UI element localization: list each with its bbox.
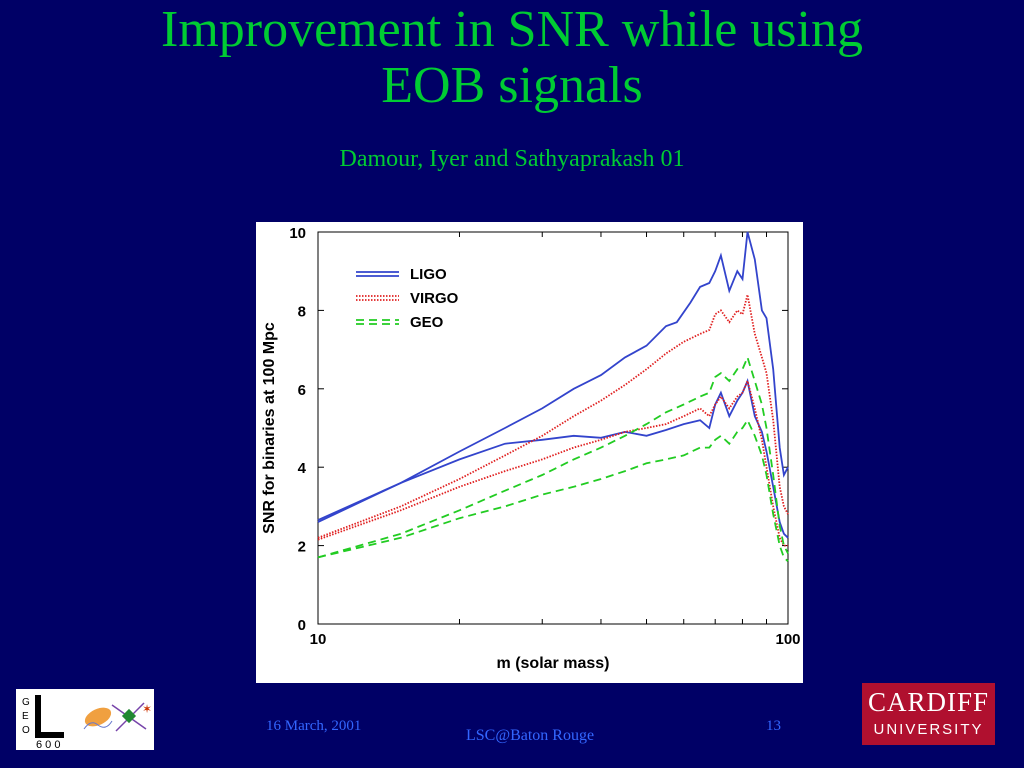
slide-subtitle: Damour, Iyer and Sathyaprakash 01 [339, 146, 685, 172]
legend-label-virgo: VIRGO [410, 290, 459, 307]
series-line-geo-4 [317, 354, 789, 559]
geo600-logo: G E O 6 0 0 ✶ [16, 689, 154, 751]
geo-logo-letter-e: E [22, 711, 29, 722]
series-line-virgo-3 [317, 378, 788, 547]
series-line-geo-5 [317, 418, 789, 562]
footer-date: 16 March, 2001 [266, 718, 362, 734]
legend-label-ligo: LIGO [410, 266, 447, 283]
geo-logo-letter-g: G [22, 697, 30, 708]
footer-venue: LSC@Baton Rouge [466, 727, 595, 744]
cardiff-university-logo: CARDIFF UNIVERSITY [862, 683, 995, 745]
y-axis-label: SNR for binaries at 100 Mpc [261, 322, 278, 534]
svg-text:✶: ✶ [142, 702, 152, 716]
series-line-ligo-0 [317, 231, 789, 521]
y-tick-label: 0 [298, 617, 306, 634]
y-tick-label: 4 [298, 460, 307, 477]
snr-chart: 0 2 4 6 8 10 10 100 m (solar mass) SNR for binari… [256, 222, 803, 683]
geo-logo-number: 6 0 0 [36, 739, 60, 750]
geo-logo-letter-o: O [22, 725, 30, 736]
y-tick-label: 10 [289, 225, 306, 242]
x-axis-label: m (solar mass) [497, 655, 610, 672]
slide-title-line1: Improvement in SNR while using [161, 1, 863, 58]
y-tick-label: 6 [298, 382, 306, 399]
cardiff-logo-line2: UNIVERSITY [873, 721, 984, 738]
legend-label-geo: GEO [410, 314, 444, 331]
snr-chart-svg: 0 2 4 6 8 10 10 100 m (solar mass) SNR for binari… [261, 225, 801, 672]
page-number: 13 [766, 718, 781, 734]
slide-title-line2: EOB signals [381, 57, 643, 114]
slide-title: Improvement in SNR while using EOB signa… [0, 2, 1024, 114]
x-tick-label: 10 [310, 631, 327, 648]
y-tick-label: 8 [298, 303, 306, 320]
cardiff-logo-line1: CARDIFF [867, 687, 990, 717]
series-line-ligo-1 [317, 378, 789, 539]
x-tick-label: 100 [775, 631, 800, 648]
y-tick-label: 2 [298, 539, 306, 556]
plot-frame [317, 231, 789, 625]
series-line-virgo-2 [317, 294, 789, 539]
